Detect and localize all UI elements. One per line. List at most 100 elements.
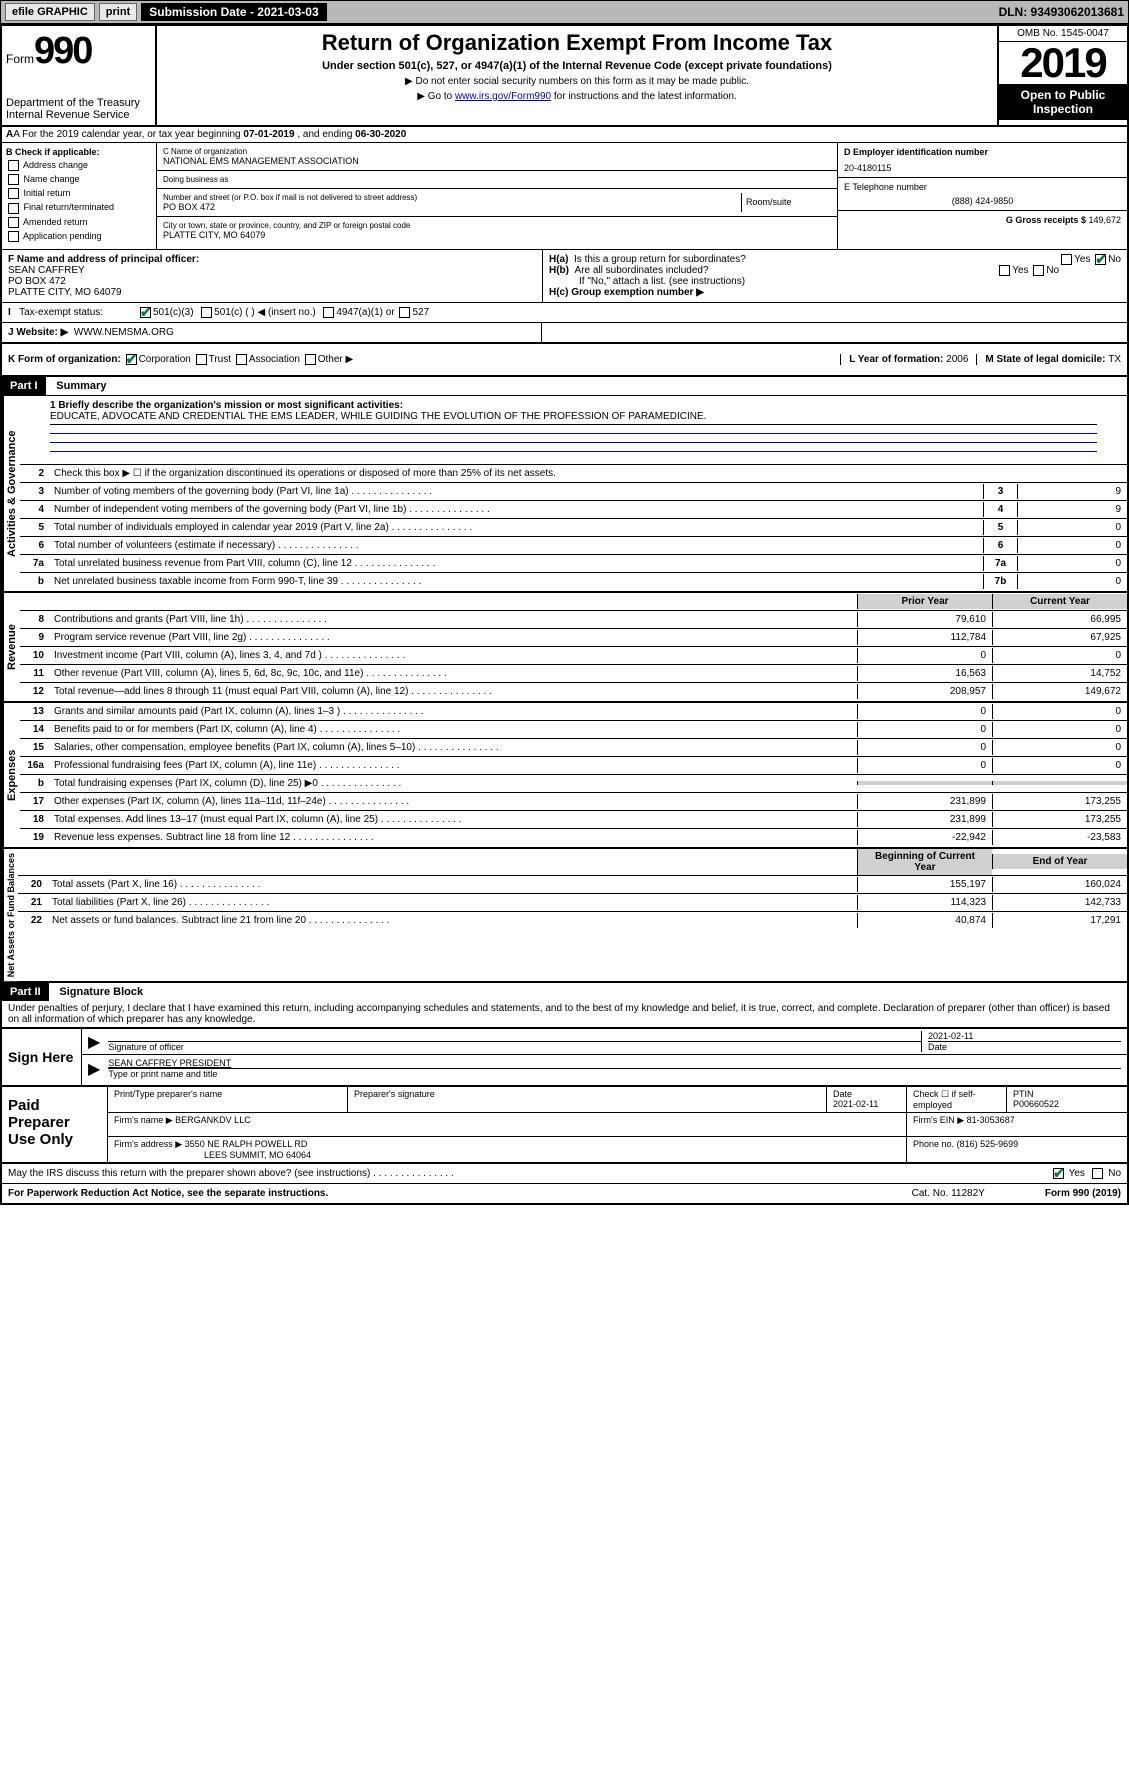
chk-final[interactable]: Final return/terminated [6, 202, 152, 213]
chk-assoc[interactable] [236, 354, 247, 365]
room-suite: Room/suite [741, 193, 831, 212]
officer-label: F Name and address of principal officer: [8, 254, 199, 265]
chk-4947[interactable] [323, 307, 334, 318]
line-15: 15Salaries, other compensation, employee… [20, 739, 1127, 757]
line-14: 14Benefits paid to or for members (Part … [20, 721, 1127, 739]
arrow-icon: ▶ [88, 1032, 100, 1052]
chk-discuss-yes[interactable] [1053, 1168, 1064, 1179]
chk-discuss-no[interactable] [1092, 1168, 1103, 1179]
opt-other: Other ▶ [318, 354, 353, 365]
form-org-label: K Form of organization: [8, 354, 121, 365]
prior-year-hdr: Prior Year [857, 594, 992, 609]
line-7a: 7aTotal unrelated business revenue from … [20, 555, 1127, 573]
chk-amended[interactable]: Amended return [6, 217, 152, 228]
line-4: 4Number of independent voting members of… [20, 501, 1127, 519]
tel-label: E Telephone number [844, 182, 1121, 192]
sig-name-row: ▶ SEAN CAFFREY PRESIDENTType or print na… [82, 1055, 1127, 1081]
gross-label: G Gross receipts $ [1006, 215, 1089, 225]
form-990: Form990 Department of the Treasury Inter… [0, 24, 1129, 1205]
opt-501c3: 501(c)(3) [153, 307, 194, 318]
efile-label: efile GRAPHIC [5, 3, 95, 21]
print-button[interactable]: print [99, 3, 137, 21]
col-b-header: B Check if applicable: [6, 147, 100, 157]
paperwork-text: For Paperwork Reduction Act Notice, see … [8, 1188, 328, 1199]
part-i-title: Summary [48, 377, 114, 395]
header-mid: Return of Organization Exempt From Incom… [157, 26, 997, 125]
note-link: ▶ Go to www.irs.gov/Form990 for instruct… [165, 91, 989, 102]
revenue-header: Prior Year Current Year [20, 593, 1127, 611]
line-2: 2Check this box ▶ ☐ if the organization … [20, 465, 1127, 483]
firm-addr2: LEES SUMMIT, MO 64064 [114, 1150, 311, 1160]
side-net: Net Assets or Fund Balances [2, 849, 18, 981]
opt-4947: 4947(a)(1) or [336, 307, 394, 318]
chk-name[interactable]: Name change [6, 174, 152, 185]
chk-527[interactable] [399, 307, 410, 318]
note-post: for instructions and the latest informat… [551, 91, 737, 102]
mission-text: EDUCATE, ADVOCATE AND CREDENTIAL THE EMS… [50, 411, 1097, 425]
ein-block: D Employer identification number 20-4180… [838, 143, 1127, 178]
chk-address[interactable]: Address change [6, 160, 152, 171]
perjury-text: Under penalties of perjury, I declare th… [2, 1001, 1127, 1027]
prep-row-1: Print/Type preparer's name Preparer's si… [108, 1087, 1127, 1113]
city-block: City or town, state or province, country… [157, 217, 837, 244]
group-return: H(a) Is this a group return for subordin… [542, 250, 1127, 302]
line-5: 5Total number of individuals employed in… [20, 519, 1127, 537]
chk-501c3[interactable] [140, 307, 151, 318]
row-a-pre: A For the 2019 calendar year, or tax yea… [13, 129, 243, 140]
year-begin: 07-01-2019 [243, 129, 294, 140]
row-fgh: F Name and address of principal officer:… [2, 250, 1127, 303]
irs-link[interactable]: www.irs.gov/Form990 [455, 91, 551, 102]
line-6: 6Total number of volunteers (estimate if… [20, 537, 1127, 555]
net-assets-section: Net Assets or Fund Balances Beginning of… [2, 849, 1127, 983]
addr-label: Number and street (or P.O. box if mail i… [163, 193, 741, 202]
sign-here-section: Sign Here ▶ Signature of officer 2021-02… [2, 1027, 1127, 1085]
firm-ein: 81-3053687 [967, 1115, 1015, 1125]
begin-year-hdr: Beginning of Current Year [857, 849, 992, 875]
cat-no: Cat. No. 11282Y [912, 1188, 985, 1199]
current-year-hdr: Current Year [992, 594, 1127, 609]
firm-phone: (816) 525-9699 [957, 1139, 1019, 1149]
line-18: 18Total expenses. Add lines 13–17 (must … [20, 811, 1127, 829]
end-year-hdr: End of Year [992, 854, 1127, 869]
dln-label: DLN: 93493062013681 [999, 5, 1124, 19]
tax-year: 2019 [999, 42, 1127, 84]
org-name-label: C Name of organization [163, 147, 831, 156]
chk-501c[interactable] [201, 307, 212, 318]
sig-date: 2021-02-11 [928, 1031, 1121, 1041]
chk-initial[interactable]: Initial return [6, 188, 152, 199]
discuss-row: May the IRS discuss this return with the… [2, 1164, 1127, 1184]
side-revenue: Revenue [2, 593, 20, 701]
line-16a: 16aProfessional fundraising fees (Part I… [20, 757, 1127, 775]
prep-date: 2021-02-11 [833, 1099, 900, 1109]
revenue-section: Revenue Prior Year Current Year 8Contrib… [2, 593, 1127, 703]
form-word: Form [6, 52, 34, 66]
prep-row-3: Firm's address ▶ 3550 NE RALPH POWELL RD… [108, 1137, 1127, 1162]
chk-corp[interactable] [126, 354, 137, 365]
chk-trust[interactable] [196, 354, 207, 365]
prep-date-label: Date [833, 1089, 900, 1099]
tel-value: (888) 424-9850 [844, 196, 1121, 206]
part-i-header: Part I Summary [2, 377, 1127, 395]
firm-phone-label: Phone no. [913, 1139, 954, 1149]
website-label: J Website: ▶ [8, 327, 68, 338]
note-pre: ▶ Go to [417, 91, 455, 102]
ein-label: D Employer identification number [844, 147, 1121, 157]
firm-ein-label: Firm's EIN ▶ [913, 1115, 964, 1125]
department: Department of the Treasury Internal Reve… [6, 97, 151, 121]
paperwork-notice: For Paperwork Reduction Act Notice, see … [2, 1184, 1127, 1203]
sign-here-label: Sign Here [2, 1029, 82, 1085]
ptin-value: P00660522 [1013, 1099, 1121, 1109]
chk-other[interactable] [305, 354, 316, 365]
expenses-section: Expenses 13Grants and similar amounts pa… [2, 703, 1127, 849]
line-17: 17Other expenses (Part IX, column (A), l… [20, 793, 1127, 811]
sig-name-label: Type or print name and title [108, 1068, 1121, 1079]
chk-pending[interactable]: Application pending [6, 231, 152, 242]
sig-date-label: Date [928, 1041, 1121, 1052]
city-label: City or town, state or province, country… [163, 221, 831, 230]
line-20: 20Total assets (Part X, line 16) 155,197… [18, 876, 1127, 894]
col-b-checkboxes: B Check if applicable: Address change Na… [2, 143, 157, 249]
col-d: D Employer identification number 20-4180… [837, 143, 1127, 249]
city-value: PLATTE CITY, MO 64079 [163, 230, 831, 240]
firm-addr1: 3550 NE RALPH POWELL RD [185, 1139, 308, 1149]
firm-name-label: Firm's name ▶ [114, 1115, 173, 1125]
